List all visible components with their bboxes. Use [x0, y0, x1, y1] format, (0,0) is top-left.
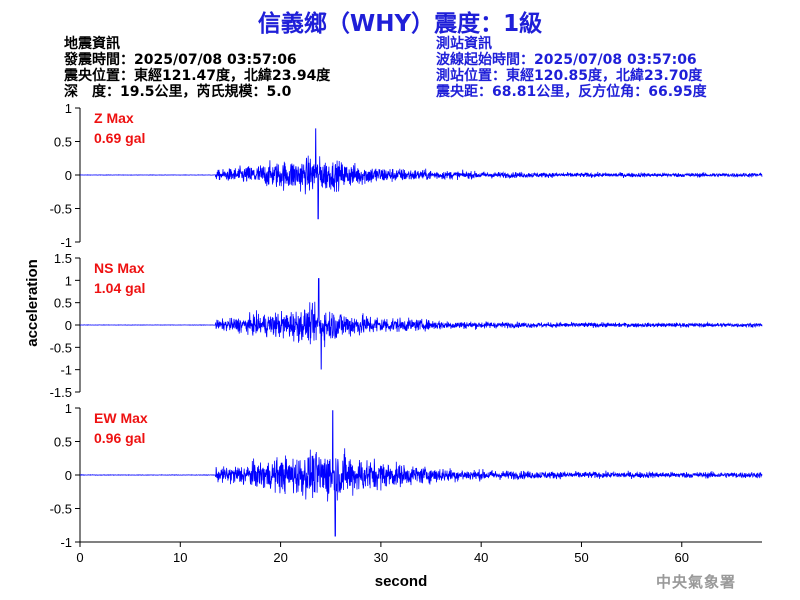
x-tick-label: 50: [574, 550, 588, 565]
x-tick-label: 10: [173, 550, 187, 565]
y-tick-label-z: 0.5: [54, 135, 72, 150]
y-tick-label-z: -1: [60, 235, 72, 250]
panel-ns: 1.5 1 0.5 0 -0.5 -1 -1.5 NS Max 1.04 gal: [50, 251, 763, 400]
y-tick-label-z: 0: [65, 168, 72, 183]
depth-magnitude: 深 度：19.5公里，芮氏規模：5.0: [64, 84, 292, 100]
y-tick-label-ew: -1: [60, 535, 72, 550]
earthquake-info-heading: 地震資訊: [64, 36, 120, 52]
max-label-ew: EW Max: [94, 410, 148, 426]
y-tick-label-ew: 0.5: [54, 435, 72, 450]
y-tick-label-ns: -1: [60, 363, 72, 378]
y-tick-label-z: -0.5: [50, 202, 72, 217]
y-tick-label-ns: 0.5: [54, 296, 72, 311]
y-tick-label-ew: -0.5: [50, 502, 72, 517]
y-tick-label-z: 1: [65, 101, 72, 116]
origin-time: 發震時間：2025/07/08 03:57:06: [64, 52, 297, 68]
y-tick-label-ns: 1: [65, 273, 72, 288]
panel-ew: 1 0.5 0 -0.5 -1 EW Max 0.96 gal: [50, 401, 763, 550]
page-title: 信義鄉（WHY）震度：1級: [257, 11, 543, 37]
x-tick-label: 20: [273, 550, 287, 565]
station-info-heading: 測站資訊: [436, 36, 492, 52]
x-tick-label: 60: [675, 550, 689, 565]
max-value-ew: 0.96 gal: [94, 430, 145, 446]
y-tick-label-ns: 0: [65, 318, 72, 333]
x-tick-label: 30: [374, 550, 388, 565]
station-location: 測站位置：東經120.85度，北緯23.70度: [436, 68, 703, 84]
x-axis-title: second: [375, 573, 428, 590]
y-tick-label-ew: 0: [65, 468, 72, 483]
wave-start-time: 波線起始時間：2025/07/08 03:57:06: [436, 52, 697, 68]
y-axis-title: acceleration: [24, 259, 41, 347]
station-info: 測站資訊 波線起始時間：2025/07/08 03:57:06 測站位置：東經1…: [436, 36, 707, 100]
agency-footer: 中央氣象署: [656, 573, 737, 591]
max-label-z: Z Max: [94, 110, 134, 126]
y-tick-label-ns: -1.5: [50, 385, 72, 400]
panel-z: 1 0.5 0 -0.5 -1 Z Max 0.69 gal: [50, 101, 763, 250]
x-tick-label: 0: [76, 550, 83, 565]
y-tick-label-ew: 1: [65, 401, 72, 416]
waveform-ew: [79, 410, 763, 537]
max-label-ns: NS Max: [94, 260, 145, 276]
distance-azimuth: 震央距：68.81公里，反方位角：66.95度: [436, 84, 707, 100]
y-tick-label-ns: 1.5: [54, 251, 72, 266]
x-tick-label: 40: [474, 550, 488, 565]
epicenter: 震央位置：東經121.47度，北緯23.94度: [64, 68, 331, 84]
y-tick-label-ns: -0.5: [50, 340, 72, 355]
earthquake-info: 地震資訊 發震時間：2025/07/08 03:57:06 震央位置：東經121…: [64, 36, 330, 100]
max-value-z: 0.69 gal: [94, 130, 145, 146]
waveform-ns: [79, 278, 763, 370]
max-value-ns: 1.04 gal: [94, 280, 145, 296]
waveform-z: [80, 128, 763, 220]
